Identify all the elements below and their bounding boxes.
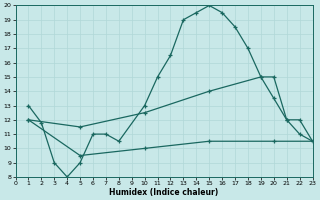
- X-axis label: Humidex (Indice chaleur): Humidex (Indice chaleur): [109, 188, 219, 197]
